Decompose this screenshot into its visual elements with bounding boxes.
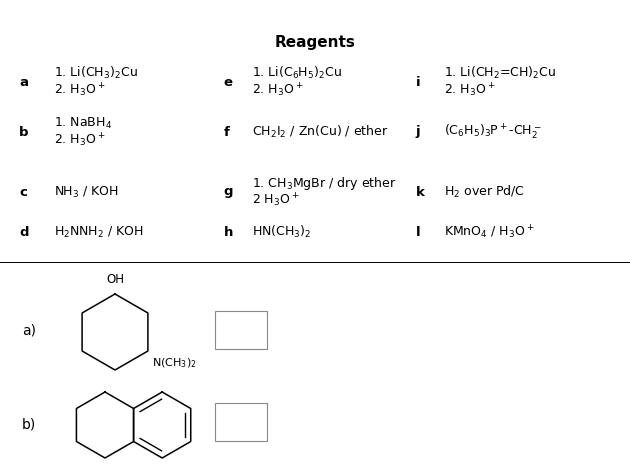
- Text: NH$_3$ / KOH: NH$_3$ / KOH: [54, 184, 118, 199]
- Text: (C$_6$H$_5$)$_3$P$^+$-CH$_2^-$: (C$_6$H$_5$)$_3$P$^+$-CH$_2^-$: [444, 123, 542, 142]
- Text: j: j: [416, 126, 420, 139]
- Bar: [215, 311, 267, 349]
- Text: g: g: [224, 185, 233, 198]
- Text: c: c: [19, 185, 26, 198]
- Text: N(CH$_3$)$_2$: N(CH$_3$)$_2$: [152, 356, 197, 369]
- Bar: [215, 403, 267, 441]
- Text: OH: OH: [106, 273, 124, 286]
- Text: 2. H$_3$O$^+$: 2. H$_3$O$^+$: [54, 82, 105, 99]
- Text: h: h: [224, 226, 233, 239]
- Text: 1. CH$_3$MgBr / dry ether: 1. CH$_3$MgBr / dry ether: [252, 175, 396, 192]
- Text: KMnO$_4$ / H$_3$O$^+$: KMnO$_4$ / H$_3$O$^+$: [444, 223, 535, 241]
- Text: 1. Li(C$_6$H$_5$)$_2$Cu: 1. Li(C$_6$H$_5$)$_2$Cu: [252, 65, 342, 81]
- Text: l: l: [416, 226, 420, 239]
- Text: Reagents: Reagents: [275, 35, 355, 50]
- Text: 2. H$_3$O$^+$: 2. H$_3$O$^+$: [54, 132, 105, 149]
- Text: k: k: [416, 185, 425, 198]
- Text: e: e: [224, 76, 232, 89]
- Text: a: a: [19, 76, 28, 89]
- Text: d: d: [19, 226, 28, 239]
- Text: HN(CH$_3$)$_2$: HN(CH$_3$)$_2$: [252, 224, 311, 240]
- Text: 1. Li(CH$_2$=CH)$_2$Cu: 1. Li(CH$_2$=CH)$_2$Cu: [444, 65, 556, 81]
- Text: 1. NaBH$_4$: 1. NaBH$_4$: [54, 116, 112, 131]
- Text: H$_2$ over Pd/C: H$_2$ over Pd/C: [444, 184, 525, 200]
- Text: 2. H$_3$O$^+$: 2. H$_3$O$^+$: [444, 82, 496, 99]
- Text: b: b: [19, 126, 28, 139]
- Text: 2 H$_3$O$^+$: 2 H$_3$O$^+$: [252, 192, 299, 210]
- Text: f: f: [224, 126, 229, 139]
- Text: b): b): [22, 418, 37, 432]
- Text: 2. H$_3$O$^+$: 2. H$_3$O$^+$: [252, 82, 304, 99]
- Text: CH$_2$I$_2$ / Zn(Cu) / ether: CH$_2$I$_2$ / Zn(Cu) / ether: [252, 124, 389, 140]
- Text: i: i: [416, 76, 420, 89]
- Text: H$_2$NNH$_2$ / KOH: H$_2$NNH$_2$ / KOH: [54, 225, 143, 240]
- Text: a): a): [22, 323, 36, 337]
- Text: 1. Li(CH$_3$)$_2$Cu: 1. Li(CH$_3$)$_2$Cu: [54, 65, 137, 81]
